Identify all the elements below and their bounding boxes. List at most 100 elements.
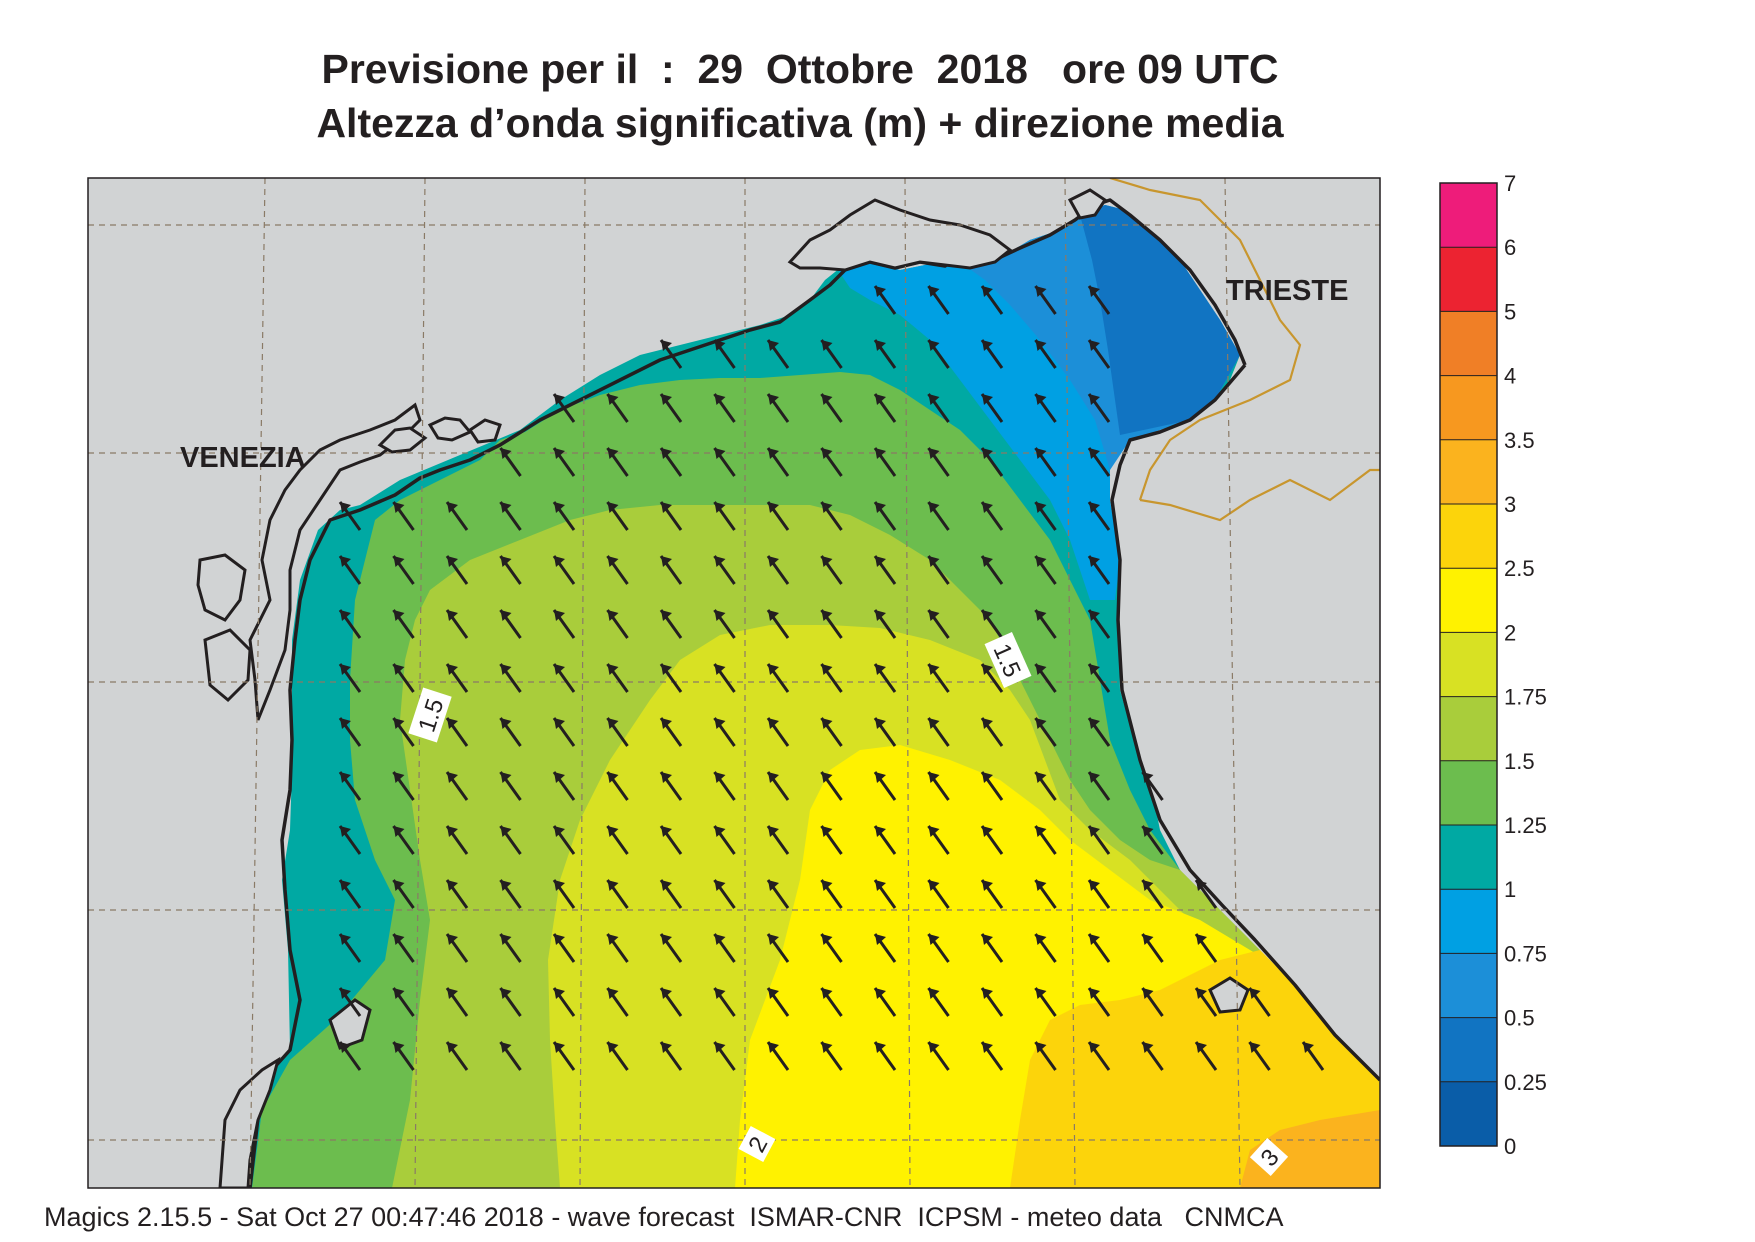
direction-arrow-head: [1142, 988, 1154, 999]
direction-arrow-head: [821, 1042, 833, 1053]
direction-arrow-head: [982, 1042, 993, 1053]
direction-arrow-head: [393, 718, 405, 729]
map-frame: [87, 177, 1381, 1189]
direction-arrow-head: [821, 556, 833, 567]
direction-arrow-head: [393, 880, 405, 891]
direction-arrow-head: [714, 934, 726, 945]
direction-arrow-head: [554, 934, 565, 945]
direction-arrow-head: [661, 340, 672, 351]
direction-arrow-head: [714, 448, 726, 459]
direction-arrow-head: [500, 448, 512, 459]
direction-arrow-head: [661, 718, 672, 729]
direction-arrow-head: [928, 340, 940, 351]
colorbar-tick-label: 3: [1504, 492, 1516, 517]
direction-arrow-head: [447, 826, 458, 837]
colorbar-tick-label: 1.5: [1504, 749, 1535, 774]
direction-arrow-head: [393, 772, 405, 783]
direction-arrow-head: [1089, 448, 1100, 459]
direction-arrow-head: [447, 718, 458, 729]
direction-arrow-head: [500, 826, 512, 837]
grado-lagoon: [787, 188, 1108, 272]
direction-arrow-head: [875, 1042, 886, 1053]
title-line-1: Previsione per il : 29 Ottobre 2018 ore …: [321, 46, 1279, 92]
colorbar-tick-label: 6: [1504, 235, 1516, 260]
footer-credits: Magics 2.15.5 - Sat Oct 27 00:47:46 2018…: [44, 1202, 1284, 1232]
direction-arrow-head: [928, 718, 940, 729]
direction-arrow-head: [554, 1042, 565, 1053]
direction-arrow-head: [393, 610, 405, 621]
direction-arrow-head: [393, 934, 405, 945]
direction-arrow-head: [875, 880, 886, 891]
colorbar: 7 6 5 4 3.5 3 2.5 2 1.75 1.5 1.25 1 0.75 0.5 0.25 0: [1439, 171, 1547, 1159]
colorbar-bin: [1440, 632, 1497, 698]
direction-arrow-head: [661, 772, 672, 783]
direction-arrow-head: [1089, 718, 1100, 729]
direction-arrow-head: [500, 772, 512, 783]
direction-arrow-head: [982, 610, 993, 621]
colorbar-bin: [1440, 1017, 1497, 1083]
direction-arrow-head: [340, 988, 351, 999]
direction-arrow-head: [928, 502, 940, 513]
direction-arrow-head: [714, 340, 726, 351]
colorbar-bin: [1440, 953, 1497, 1019]
po-delta: [196, 553, 372, 1188]
direction-arrow-head: [607, 502, 619, 513]
direction-arrow-head: [447, 880, 458, 891]
direction-arrow-head: [768, 394, 779, 405]
colorbar-tick-label: 0.25: [1504, 1070, 1547, 1095]
direction-arrow-head: [607, 718, 619, 729]
mean-direction-arrows: [338, 285, 1325, 1071]
direction-arrow-head: [768, 664, 779, 675]
direction-arrow-head: [768, 1042, 779, 1053]
direction-arrow-head: [821, 610, 833, 621]
direction-arrow-head: [393, 1042, 405, 1053]
direction-arrow-head: [982, 664, 993, 675]
direction-arrow-head: [875, 664, 886, 675]
direction-arrow-head: [768, 610, 779, 621]
direction-arrow-head: [714, 556, 726, 567]
direction-arrow-head: [607, 1042, 619, 1053]
direction-arrow-head: [1035, 340, 1047, 351]
direction-arrow-head: [821, 394, 833, 405]
direction-arrow-head: [821, 340, 833, 351]
direction-arrow-head: [1089, 772, 1100, 783]
direction-arrow-head: [1089, 826, 1100, 837]
place-label-trieste: TRIESTE: [1226, 275, 1348, 307]
direction-arrow-head: [1196, 880, 1207, 891]
colorbar-tick-label: 1.25: [1504, 813, 1547, 838]
direction-arrow-head: [393, 556, 405, 567]
direction-arrow-head: [1142, 826, 1154, 837]
colorbar-bin: [1440, 760, 1497, 826]
direction-arrow-head: [928, 772, 940, 783]
colorbar-tick-label: 1: [1504, 877, 1516, 902]
direction-arrow-head: [768, 826, 779, 837]
colorbar-tick-label: 7: [1504, 171, 1516, 196]
direction-arrow-head: [714, 1042, 726, 1053]
direction-arrow-head: [714, 664, 726, 675]
direction-arrow-head: [607, 664, 619, 675]
colorbar-bin: [1440, 696, 1497, 762]
colorbar-tick-label: 5: [1504, 299, 1516, 324]
direction-arrow-head: [982, 934, 993, 945]
direction-arrow-head: [500, 934, 512, 945]
colorbar-bin: [1440, 825, 1497, 890]
direction-arrow-head: [393, 502, 405, 513]
direction-arrow-head: [821, 988, 833, 999]
colorbar-bin: [1440, 247, 1497, 312]
direction-arrow-head: [875, 286, 886, 297]
direction-arrow-head: [554, 664, 565, 675]
direction-arrow-head: [768, 502, 779, 513]
direction-arrow-head: [500, 502, 512, 513]
colorbar-tick-label: 0: [1504, 1134, 1516, 1159]
direction-arrow-head: [875, 394, 886, 405]
direction-arrow-head: [982, 340, 993, 351]
direction-arrow-head: [1035, 610, 1047, 621]
direction-arrow-head: [661, 934, 672, 945]
direction-arrow-head: [821, 718, 833, 729]
direction-arrow-head: [1035, 502, 1047, 513]
direction-arrow-head: [768, 340, 779, 351]
direction-arrow-head: [447, 988, 458, 999]
direction-arrow-head: [1089, 286, 1100, 297]
direction-arrow-head: [447, 934, 458, 945]
colorbar-tick-label: 0.5: [1504, 1006, 1535, 1031]
